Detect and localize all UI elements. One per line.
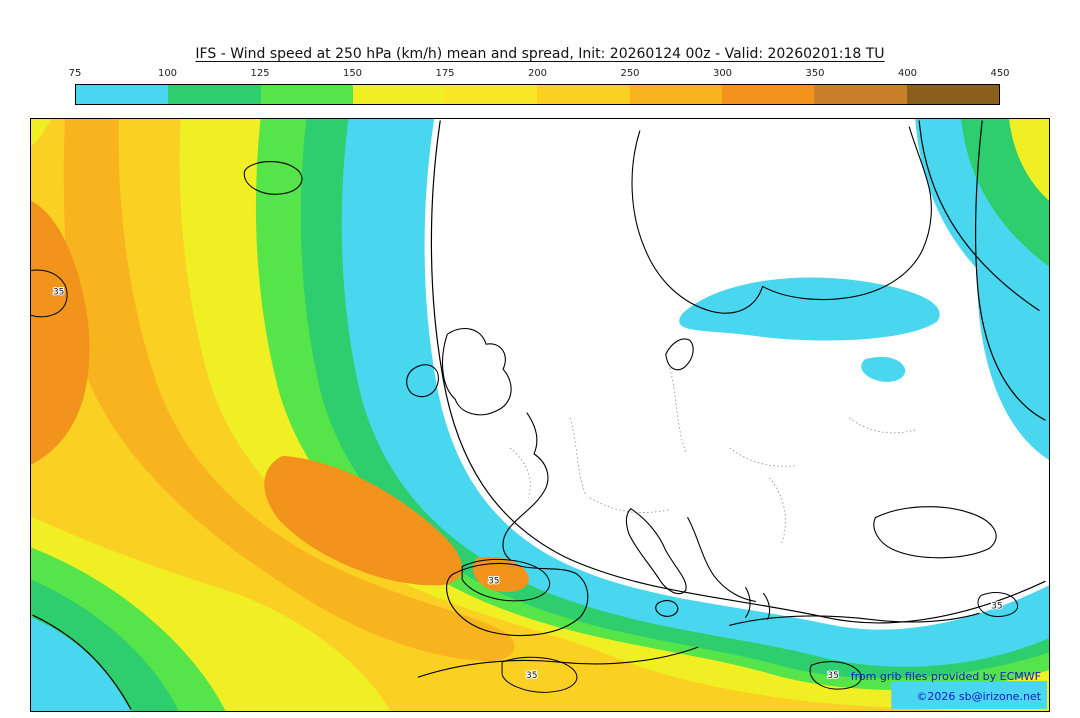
colorbar-tick: 350 (805, 68, 825, 79)
contour-label: 35 (526, 671, 537, 681)
border-dotted-1 (569, 417, 587, 496)
coastline-ireland (406, 364, 439, 398)
colorbar-segment (168, 85, 261, 104)
band-baltic-cyan-small (861, 356, 906, 382)
coastline-denmark (665, 338, 694, 371)
spread-contour-4 (809, 661, 862, 690)
colorbar: 75 100 125 150 175 200 250 300 350 400 450 (69, 68, 1010, 106)
wind-speed-map: 35 35 35 35 35 (31, 119, 1049, 711)
band-calm-white (424, 119, 1049, 630)
colorbar-segment (722, 85, 815, 104)
colorbar-segment (260, 85, 353, 104)
colorbar-tick: 75 (68, 68, 82, 79)
map-panel: 35 35 35 35 35 from grib files provided by E… (30, 118, 1050, 712)
spread-contour-5 (977, 592, 1019, 617)
credit-source-line: from grib files provided by ECMWF (850, 670, 1041, 683)
colorbar-tick: 300 (712, 68, 733, 79)
band-orange-left-strip (31, 200, 90, 465)
coastline-uk (442, 328, 512, 416)
colorbar-tick: 400 (897, 68, 918, 79)
band-baltic-cyan (679, 277, 940, 341)
colorbar-tick: 200 (527, 68, 548, 79)
credit-label-box (891, 681, 1048, 710)
border-dotted-2 (669, 368, 687, 453)
colorbar-tick: 250 (620, 68, 640, 79)
isotach-contour-right (975, 120, 1046, 421)
colorbar-tick-labels: 75 100 125 150 175 200 250 300 350 400 450 (69, 68, 1010, 82)
colorbar-tick: 100 (157, 68, 178, 79)
border-dotted-4 (589, 497, 670, 513)
spread-contour-2 (461, 558, 550, 602)
isotach-contour-main (430, 120, 1046, 624)
isotach-contour-topright (918, 120, 1040, 311)
coastline-black-sea (873, 506, 997, 559)
colorbar-segment (76, 85, 169, 104)
coastline-west-europe (502, 412, 549, 561)
band-orange-core-2 (472, 556, 530, 592)
contour-label: 35 (53, 287, 64, 297)
band-topright-yellow (1009, 119, 1049, 201)
contour-label: 35 (488, 576, 499, 586)
coastline-balkans (687, 517, 757, 602)
colorbar-segment (352, 85, 446, 104)
colorbar-scale (75, 84, 1000, 105)
colorbar-segment (629, 85, 723, 104)
spread-contour-1 (31, 269, 68, 318)
coastline-iberia (446, 562, 589, 637)
credit-copyright-line: ©2026 sb@irizone.net (916, 690, 1041, 703)
colorbar-segment (445, 85, 538, 104)
isotach-contour-bottomleft (32, 614, 132, 710)
colorbar-tick: 175 (435, 68, 455, 79)
colorbar-segment (537, 85, 630, 104)
credits: from grib files provided by ECMWF ©2026 … (851, 667, 1041, 707)
colorbar-tick: 150 (342, 68, 363, 79)
chart-title: IFS - Wind speed at 250 hPa (km/h) mean … (195, 46, 885, 62)
band-orange-core (264, 455, 463, 586)
spread-contour-3 (501, 656, 578, 693)
colorbar-segment (906, 85, 999, 104)
contour-label: 35 (827, 671, 838, 681)
border-dotted-7 (509, 447, 531, 498)
colorbar-tick: 450 (990, 68, 1010, 79)
contour-label: 35 (991, 601, 1002, 611)
coastline-iceland (243, 161, 303, 195)
colorbar-segment (814, 85, 907, 104)
colorbar-tick: 125 (250, 68, 270, 79)
coastline-turkey (729, 612, 980, 626)
coastline-sicily (655, 600, 679, 617)
band-amber (63, 119, 515, 662)
coastline-scandinavia (631, 126, 932, 314)
coastline-italy (625, 508, 687, 595)
